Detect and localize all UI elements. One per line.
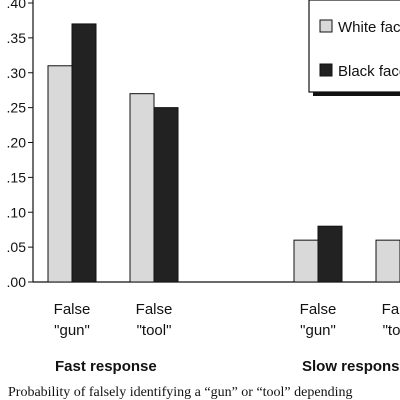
- x-category-label: False: [382, 301, 400, 318]
- y-tick-label: .35: [7, 30, 27, 46]
- legend-swatch: [319, 63, 333, 77]
- legend-label: White face: [338, 19, 400, 36]
- y-tick-label: .10: [7, 204, 27, 220]
- bar-white-face: [293, 239, 319, 283]
- category-labels: False "gun" False "tool" False "gun" False "too…: [54, 301, 400, 339]
- x-category-label: False: [300, 301, 337, 318]
- y-tick-label: .30: [7, 65, 27, 81]
- y-tick-label: .40: [7, 0, 27, 11]
- x-category-sublabel: "gun": [300, 322, 336, 339]
- legend-swatch: [319, 19, 333, 33]
- bar-white-face: [47, 65, 73, 283]
- legend-label: Black face: [338, 63, 400, 80]
- y-axis-ticks: .40 .35 .30 .25 .20 .15 .10 .05 .00: [7, 0, 33, 290]
- y-tick-label: .00: [7, 274, 27, 290]
- x-category-label: False: [54, 301, 91, 318]
- y-tick-label: .05: [7, 239, 27, 255]
- y-tick-label: .15: [7, 169, 27, 185]
- bar-black-face: [71, 23, 97, 283]
- bars: [47, 23, 400, 283]
- group-labels: Fast response Slow response: [55, 358, 400, 375]
- x-category-label: False: [136, 301, 173, 318]
- legend: White face Black face: [308, 0, 400, 96]
- x-category-sublabel: "tool": [137, 322, 172, 339]
- figure-caption: Probability of falsely identifying a “gu…: [8, 385, 352, 400]
- bar-white-face: [375, 239, 400, 283]
- x-category-sublabel: "gun": [54, 322, 90, 339]
- y-tick-label: .25: [7, 100, 27, 116]
- bar-black-face: [317, 225, 343, 283]
- x-category-sublabel: "tool": [383, 322, 400, 339]
- group-label: Fast response: [55, 358, 157, 375]
- group-label: Slow response: [302, 358, 400, 375]
- legend-box: [308, 0, 400, 93]
- bar-black-face: [153, 107, 179, 283]
- y-tick-label: .20: [7, 135, 27, 151]
- bar-white-face: [129, 93, 155, 283]
